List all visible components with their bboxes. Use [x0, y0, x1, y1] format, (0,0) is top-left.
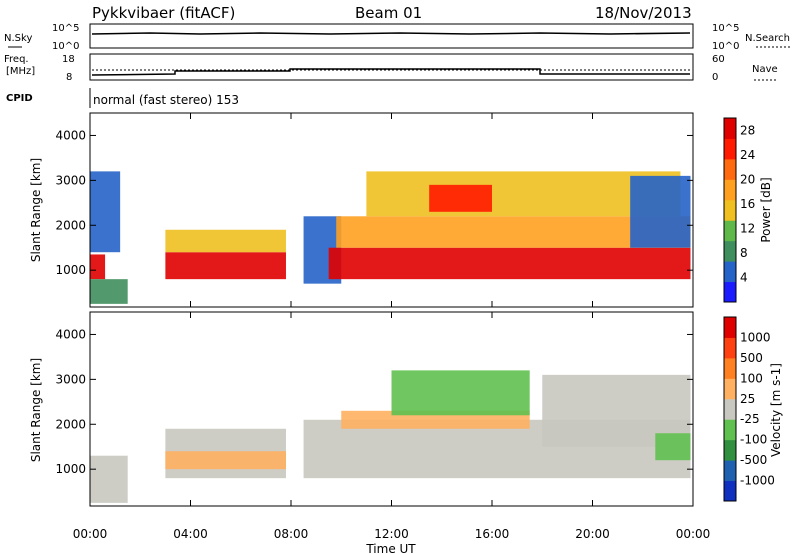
colorbar-swatch: [724, 261, 736, 283]
heatmap-cell: [90, 279, 128, 304]
colorbar-tick-label: 4: [740, 270, 748, 284]
colorbar-tick-label: 100: [740, 371, 763, 385]
xtick-label: 00:00: [73, 527, 108, 541]
nave-tick-top: 60: [712, 54, 725, 65]
power-ylabel: Slant Range [km]: [29, 158, 43, 262]
colorbar-swatch: [724, 281, 736, 303]
colorbar-swatch: [724, 357, 736, 379]
ytick-label: 4000: [55, 327, 86, 341]
time-axis: 00:00 04:00 08:00 12:00 16:00 20:00 00:00: [73, 113, 711, 541]
noise-tick-right-top: 10^5: [712, 23, 739, 34]
colorbar-swatch: [724, 378, 736, 400]
colorbar-tick-label: 25: [740, 392, 755, 406]
velocity-ylabel: Slant Range [km]: [29, 358, 43, 462]
xtick-label: 16:00: [475, 527, 510, 541]
colorbar-swatch: [724, 199, 736, 221]
freq-panel: [89, 53, 694, 81]
heatmap-cell: [630, 175, 691, 248]
velocity-colorbar-label: Velocity [m s-1]: [769, 363, 783, 457]
colorbar-swatch: [724, 398, 736, 420]
heatmap-cell: [90, 254, 106, 280]
station-title: Pykkvibaer (fitACF): [92, 4, 235, 22]
colorbar-tick-label: -1000: [740, 474, 775, 488]
xtick-label: 12:00: [374, 527, 409, 541]
velocity-colorbar: 1000 500 100 25 -25 -100 -500 -1000: [723, 316, 775, 502]
colorbar-swatch: [724, 118, 736, 139]
colorbar-tick-label: 24: [740, 148, 755, 162]
colorbar-frame: [723, 117, 737, 303]
heatmap-cell: [655, 433, 691, 461]
power-colorbar-label: Power [dB]: [759, 177, 773, 242]
cpid-text: normal (fast stereo) 153: [93, 93, 239, 107]
colorbar-swatch: [724, 480, 736, 502]
colorbar-tick-label: -500: [740, 453, 767, 467]
heatmap-cell: [90, 171, 121, 253]
xtick-label: 04:00: [173, 527, 208, 541]
heatmap-cell: [328, 247, 691, 280]
power-yticks: 1000 2000 3000 4000: [55, 128, 693, 277]
ytick-label: 4000: [55, 128, 86, 142]
heatmap-cell: [429, 184, 492, 212]
colorbar-swatch: [724, 240, 736, 262]
velocity-heatmap: [90, 370, 691, 503]
xtick-label: 00:00: [676, 527, 711, 541]
heatmap-cell: [165, 451, 286, 470]
colorbar-swatch: [724, 179, 736, 201]
xlabel: Time UT: [365, 542, 416, 554]
power-colorbar: 4 8 12 16 20 24 28: [723, 117, 755, 303]
ytick-label: 1000: [55, 263, 86, 277]
colorbar-swatch: [724, 337, 736, 359]
colorbar-tick-label: -25: [740, 412, 760, 426]
colorbar-tick-label: -100: [740, 433, 767, 447]
colorbar-swatch: [724, 220, 736, 242]
heatmap-cell: [165, 252, 286, 280]
noise-tick-left-bottom: 10^0: [52, 41, 79, 52]
heatmap-cell: [366, 171, 681, 217]
colorbar-tick-label: 28: [740, 123, 755, 137]
colorbar-tick-label: 1000: [740, 330, 771, 344]
colorbar-tick-label: 20: [740, 172, 755, 186]
nsearch-label: N.Search: [745, 33, 790, 44]
colorbar-tick-label: 500: [740, 351, 763, 365]
heatmap-cell: [391, 370, 530, 416]
xtick-label: 20:00: [575, 527, 610, 541]
colorbar-swatch: [724, 419, 736, 441]
ytick-label: 3000: [55, 173, 86, 187]
colorbar-tick-label: 8: [740, 246, 748, 260]
ytick-label: 1000: [55, 462, 86, 476]
freq-tick-top: 18: [62, 54, 75, 65]
colorbar-swatch: [724, 138, 736, 160]
heatmap-cell: [90, 455, 128, 503]
colorbar-frame: [723, 316, 737, 502]
power-heatmap: [90, 171, 691, 304]
colorbar-swatch: [724, 158, 736, 180]
freq-label-line2: [MHz]: [6, 66, 35, 77]
noise-panel: [89, 23, 694, 49]
ytick-label: 3000: [55, 372, 86, 386]
colorbar-tick-label: 16: [740, 197, 755, 211]
beam-title: Beam 01: [355, 4, 422, 22]
nsky-label: N.Sky: [4, 33, 32, 44]
colorbar-tick-label: 12: [740, 221, 755, 235]
colorbar-swatch: [724, 460, 736, 482]
colorbar-swatch: [724, 439, 736, 461]
nsky-trace: [91, 32, 691, 35]
ytick-label: 2000: [55, 218, 86, 232]
freq-label-line1: Freq.: [4, 54, 29, 65]
cpid-label: CPID: [6, 93, 33, 104]
colorbar-swatch: [724, 317, 736, 338]
freq-tick-bottom: 8: [66, 72, 72, 83]
xtick-label: 08:00: [274, 527, 309, 541]
heatmap-cell: [165, 229, 286, 253]
ytick-label: 2000: [55, 417, 86, 431]
date-title: 18/Nov/2013: [595, 4, 692, 22]
noise-tick-left-top: 10^5: [52, 23, 79, 34]
noise-tick-right-bottom: 10^0: [712, 41, 739, 52]
nave-label: Nave: [752, 64, 778, 75]
nave-tick-bottom: 0: [712, 72, 718, 83]
velocity-yticks: 1000 2000 3000 4000: [55, 327, 693, 476]
